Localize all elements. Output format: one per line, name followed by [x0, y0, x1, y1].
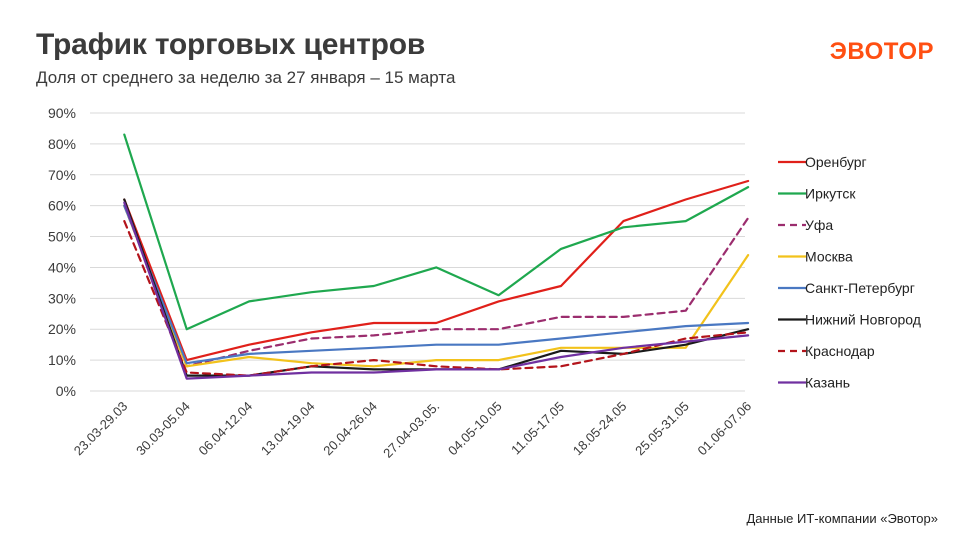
- x-tick-label: 01.06-07.06: [695, 399, 755, 459]
- x-tick-label: 30.03-05.04: [133, 399, 193, 459]
- legend-label-5: Санкт-Петербург: [805, 280, 915, 296]
- x-tick-label: 11.05-17.05: [508, 399, 567, 458]
- legend-label-3: Уфа: [805, 217, 833, 233]
- x-tick-label: 04.05-10.05: [445, 399, 505, 459]
- x-tick-label: 25.05-31.05: [632, 399, 692, 459]
- evotor-logo: ЭВОТОР: [829, 38, 934, 65]
- legend-label-1: Оренбург: [805, 154, 867, 170]
- series-line-2: [123, 133, 750, 331]
- x-tick-label: 27.04-03.05.: [380, 399, 442, 461]
- y-tick-label: 90%: [48, 105, 76, 121]
- x-tick-label: 06.04-12.04: [196, 399, 256, 459]
- series-line-7: [123, 220, 750, 377]
- series-line-1: [123, 179, 750, 362]
- x-tick-label: 13.04-19.04: [258, 399, 318, 459]
- y-tick-label: 80%: [48, 136, 76, 152]
- x-tick-label: 20.04-26.04: [320, 399, 380, 459]
- y-tick-label: 10%: [48, 352, 76, 368]
- chart-title: Трафик торговых центров: [36, 28, 426, 61]
- legend-label-7: Краснодар: [805, 343, 875, 359]
- x-tick-label: 18.05-24.05: [570, 399, 630, 459]
- series-line-6: [123, 198, 750, 377]
- chart-subtitle: Доля от среднего за неделю за 27 января …: [36, 68, 456, 87]
- y-tick-label: 70%: [48, 167, 76, 183]
- y-tick-label: 60%: [48, 198, 76, 214]
- y-tick-label: 20%: [48, 321, 76, 337]
- y-tick-label: 30%: [48, 290, 76, 306]
- x-tick-label: 23.03-29.03: [71, 399, 131, 459]
- source-note: Данные ИТ-компании «Эвотор»: [746, 511, 938, 526]
- legend-label-4: Москва: [805, 249, 853, 265]
- series-line-5: [123, 204, 750, 365]
- series-line-4: [123, 204, 750, 368]
- legend-label-6: Нижний Новгород: [805, 312, 921, 328]
- legend-label-2: Иркутск: [805, 186, 856, 202]
- y-tick-label: 40%: [48, 259, 76, 275]
- y-tick-label: 50%: [48, 229, 76, 245]
- y-tick-label: 0%: [56, 383, 76, 399]
- series-line-3: [123, 204, 750, 368]
- legend-label-8: Казань: [805, 375, 850, 391]
- series-line-8: [123, 201, 750, 380]
